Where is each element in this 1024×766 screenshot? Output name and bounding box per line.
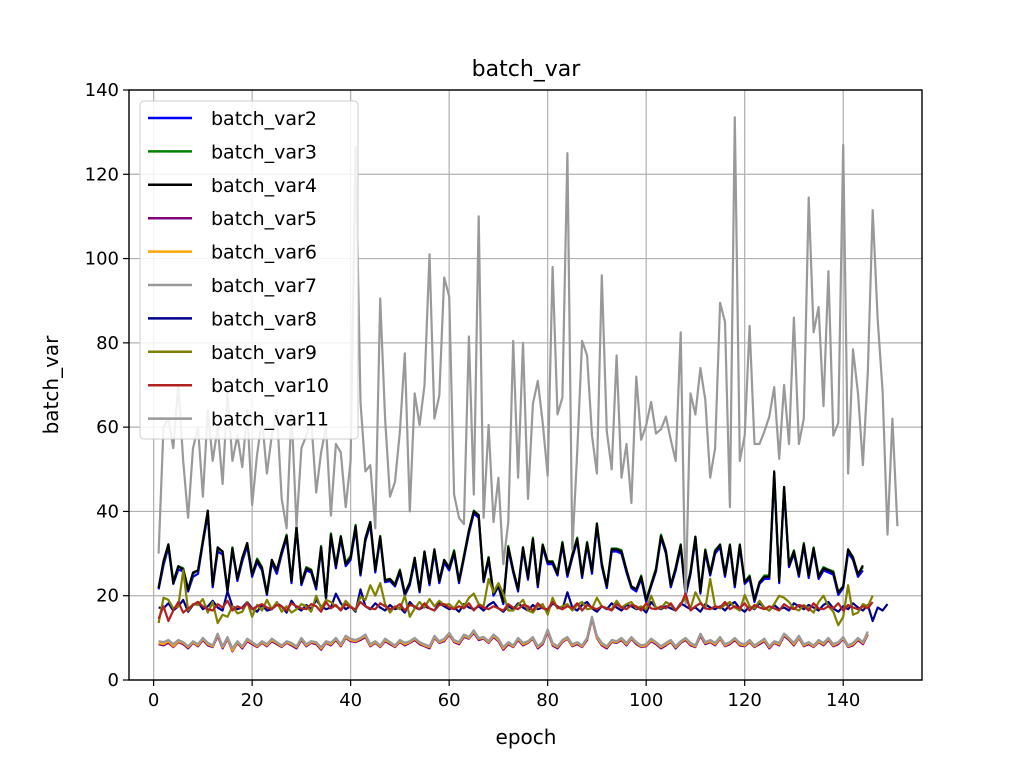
y-tick-label: 0 [108, 670, 119, 691]
y-tick-label: 140 [85, 80, 119, 101]
y-tick-label: 40 [96, 501, 119, 522]
y-axis-label: batch_var [39, 335, 63, 435]
series-line-batch-var11 [158, 615, 869, 650]
plot-frame [128, 89, 923, 681]
x-tick-label: 60 [438, 690, 461, 711]
legend-label: batch_var8 [211, 308, 317, 330]
x-tick-label: 120 [728, 690, 762, 711]
legend-label: batch_var9 [211, 342, 317, 364]
x-tick-label: 20 [241, 690, 264, 711]
x-tick-label: 80 [536, 690, 559, 711]
y-tick-label: 100 [85, 249, 119, 270]
legend-label: batch_var7 [211, 275, 317, 297]
legend-label: batch_var2 [211, 108, 317, 130]
legend-label: batch_var5 [211, 208, 317, 230]
legend-label: batch_var10 [211, 375, 329, 397]
x-tick-label: 0 [148, 690, 159, 711]
series-line-batch-var10 [157, 592, 874, 623]
legend-box [139, 100, 359, 440]
x-tick-label: 140 [826, 690, 860, 711]
series-line-batch-var4 [157, 470, 864, 604]
legend: batch_var2 batch_var3 batch_var4 batch_var5… [139, 100, 359, 440]
legend-label: batch_var11 [211, 409, 329, 431]
y-tick-label: 120 [85, 164, 119, 185]
legend-label: batch_var3 [211, 141, 317, 163]
y-tick-label: 20 [96, 586, 119, 607]
x-tick-label: 100 [629, 690, 663, 711]
series-layer [157, 116, 899, 653]
legend-label: batch_var6 [211, 242, 317, 264]
series-line-batch-var7 [157, 116, 899, 606]
x-axis-label: epoch [496, 725, 557, 749]
x-tick-label: 40 [339, 690, 362, 711]
chart-title: batch_var [472, 57, 582, 82]
y-tick-label: 60 [96, 417, 119, 438]
y-tick-label: 80 [96, 333, 119, 354]
legend-label: batch_var4 [211, 175, 317, 197]
axis-ticks: 0 20 40 60 80 100 120 140 0 20 40 60 80 100 120 140 [85, 80, 861, 711]
